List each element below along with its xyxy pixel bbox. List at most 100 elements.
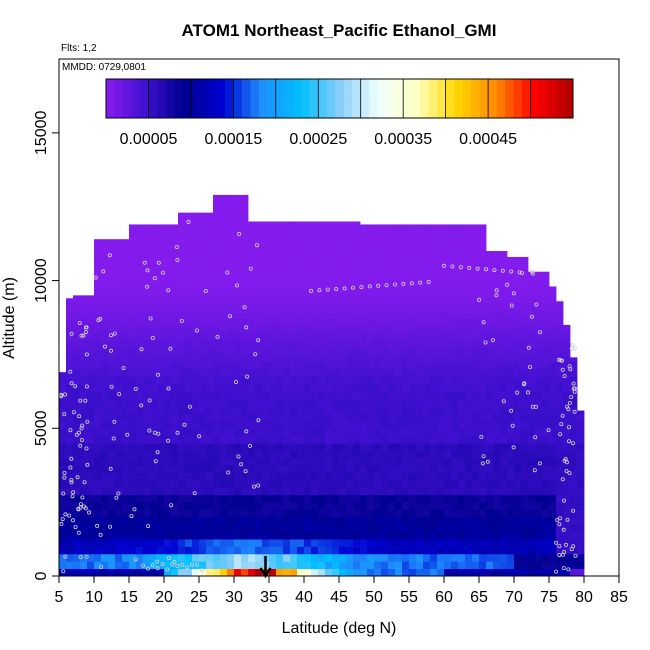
heatmap-cell — [227, 354, 235, 363]
heatmap-cell — [178, 212, 186, 215]
heatmap-cell — [549, 428, 557, 437]
heatmap-cell — [416, 457, 424, 466]
heatmap-cell — [570, 376, 578, 385]
heatmap-cell — [234, 457, 242, 466]
heatmap-cell — [220, 251, 228, 259]
heatmap-cell — [234, 546, 242, 555]
heatmap-cell — [486, 479, 494, 488]
heatmap-cell — [255, 221, 263, 230]
heatmap-cell — [388, 251, 396, 259]
heatmap-cell — [549, 332, 557, 341]
heatmap-cell — [122, 369, 130, 377]
heatmap-cell — [122, 332, 130, 341]
heatmap-cell — [451, 302, 459, 311]
heatmap-cell — [178, 568, 186, 577]
colorbar-segment — [386, 79, 396, 118]
heatmap-cell — [192, 472, 200, 481]
heatmap-cell — [444, 413, 452, 422]
heatmap-cell — [122, 376, 130, 385]
heatmap-cell — [129, 539, 137, 547]
heatmap-cell — [122, 339, 130, 348]
heatmap-cell — [451, 376, 459, 385]
heatmap-cell — [94, 258, 102, 267]
heatmap-cell — [108, 443, 116, 451]
heatmap-cell — [556, 487, 564, 496]
heatmap-cell — [388, 561, 396, 570]
heatmap-cell — [416, 509, 424, 518]
heatmap-cell — [108, 516, 116, 525]
flight-point — [555, 518, 560, 523]
heatmap-cell — [577, 502, 585, 510]
heatmap-cell — [388, 465, 396, 474]
heatmap-cell — [164, 251, 172, 259]
flight-point — [109, 384, 114, 389]
heatmap-cell — [444, 251, 452, 259]
heatmap-cell — [416, 310, 424, 318]
heatmap-cell — [479, 531, 487, 540]
heatmap-cell — [150, 287, 158, 296]
heatmap-cell — [500, 443, 508, 451]
heatmap-cell — [479, 251, 487, 259]
heatmap-cell — [374, 472, 382, 481]
heatmap-cell — [304, 228, 312, 237]
heatmap-cell — [367, 280, 375, 289]
heatmap-cell — [129, 465, 137, 474]
flight-point — [182, 422, 187, 427]
heatmap-cell — [437, 516, 445, 525]
heatmap-cell — [563, 457, 571, 466]
heatmap-cell — [283, 494, 291, 503]
heatmap-cell — [283, 295, 291, 304]
heatmap-cell — [549, 413, 557, 422]
heatmap-cell — [192, 258, 200, 267]
heatmap-cell — [528, 287, 536, 296]
heatmap-cell — [570, 531, 578, 540]
heatmap-cell — [59, 487, 67, 496]
heatmap-cell — [192, 383, 200, 392]
heatmap-cell — [367, 317, 375, 326]
heatmap-cell — [493, 280, 501, 289]
heatmap-cell — [199, 420, 207, 429]
heatmap-cell — [346, 317, 354, 326]
heatmap-cell — [150, 516, 158, 525]
heatmap-cell — [458, 273, 466, 281]
colorbar-segment — [258, 79, 268, 118]
heatmap-cell — [353, 420, 361, 429]
heatmap-cell — [332, 406, 340, 414]
heatmap-cell — [353, 369, 361, 377]
heatmap-cell — [129, 339, 137, 348]
heatmap-cell — [262, 376, 270, 385]
heatmap-cell — [332, 539, 340, 547]
heatmap-cell — [192, 435, 200, 444]
heatmap-cell — [185, 273, 193, 281]
heatmap-cell — [577, 465, 585, 474]
heatmap-cell — [374, 224, 382, 230]
heatmap-cell — [283, 258, 291, 267]
heatmap-cell — [283, 332, 291, 341]
heatmap-cell — [430, 435, 438, 444]
flight-point — [95, 523, 100, 528]
heatmap-cell — [339, 435, 347, 444]
flight-point — [571, 386, 576, 391]
heatmap-cell — [213, 487, 221, 496]
heatmap-cell — [542, 420, 550, 429]
heatmap-cell — [199, 287, 207, 296]
heatmap-cell — [304, 383, 312, 392]
heatmap-cell — [115, 280, 123, 289]
heatmap-cell — [542, 443, 550, 451]
heatmap-cell — [486, 553, 494, 562]
heatmap-cell — [444, 457, 452, 466]
heatmap-cell — [395, 224, 403, 230]
heatmap-cell — [409, 450, 417, 459]
heatmap-cell — [444, 568, 452, 577]
heatmap-cell — [507, 398, 515, 407]
heatmap-cell — [192, 354, 200, 363]
heatmap-cell — [171, 472, 179, 481]
heatmap-cell — [234, 280, 242, 289]
heatmap-cell — [486, 398, 494, 407]
flight-point — [239, 462, 244, 467]
heatmap-cell — [493, 332, 501, 341]
flight-point — [571, 381, 576, 386]
heatmap-cell — [451, 420, 459, 429]
heatmap-cell — [150, 354, 158, 363]
colorbar-segment — [309, 79, 319, 118]
